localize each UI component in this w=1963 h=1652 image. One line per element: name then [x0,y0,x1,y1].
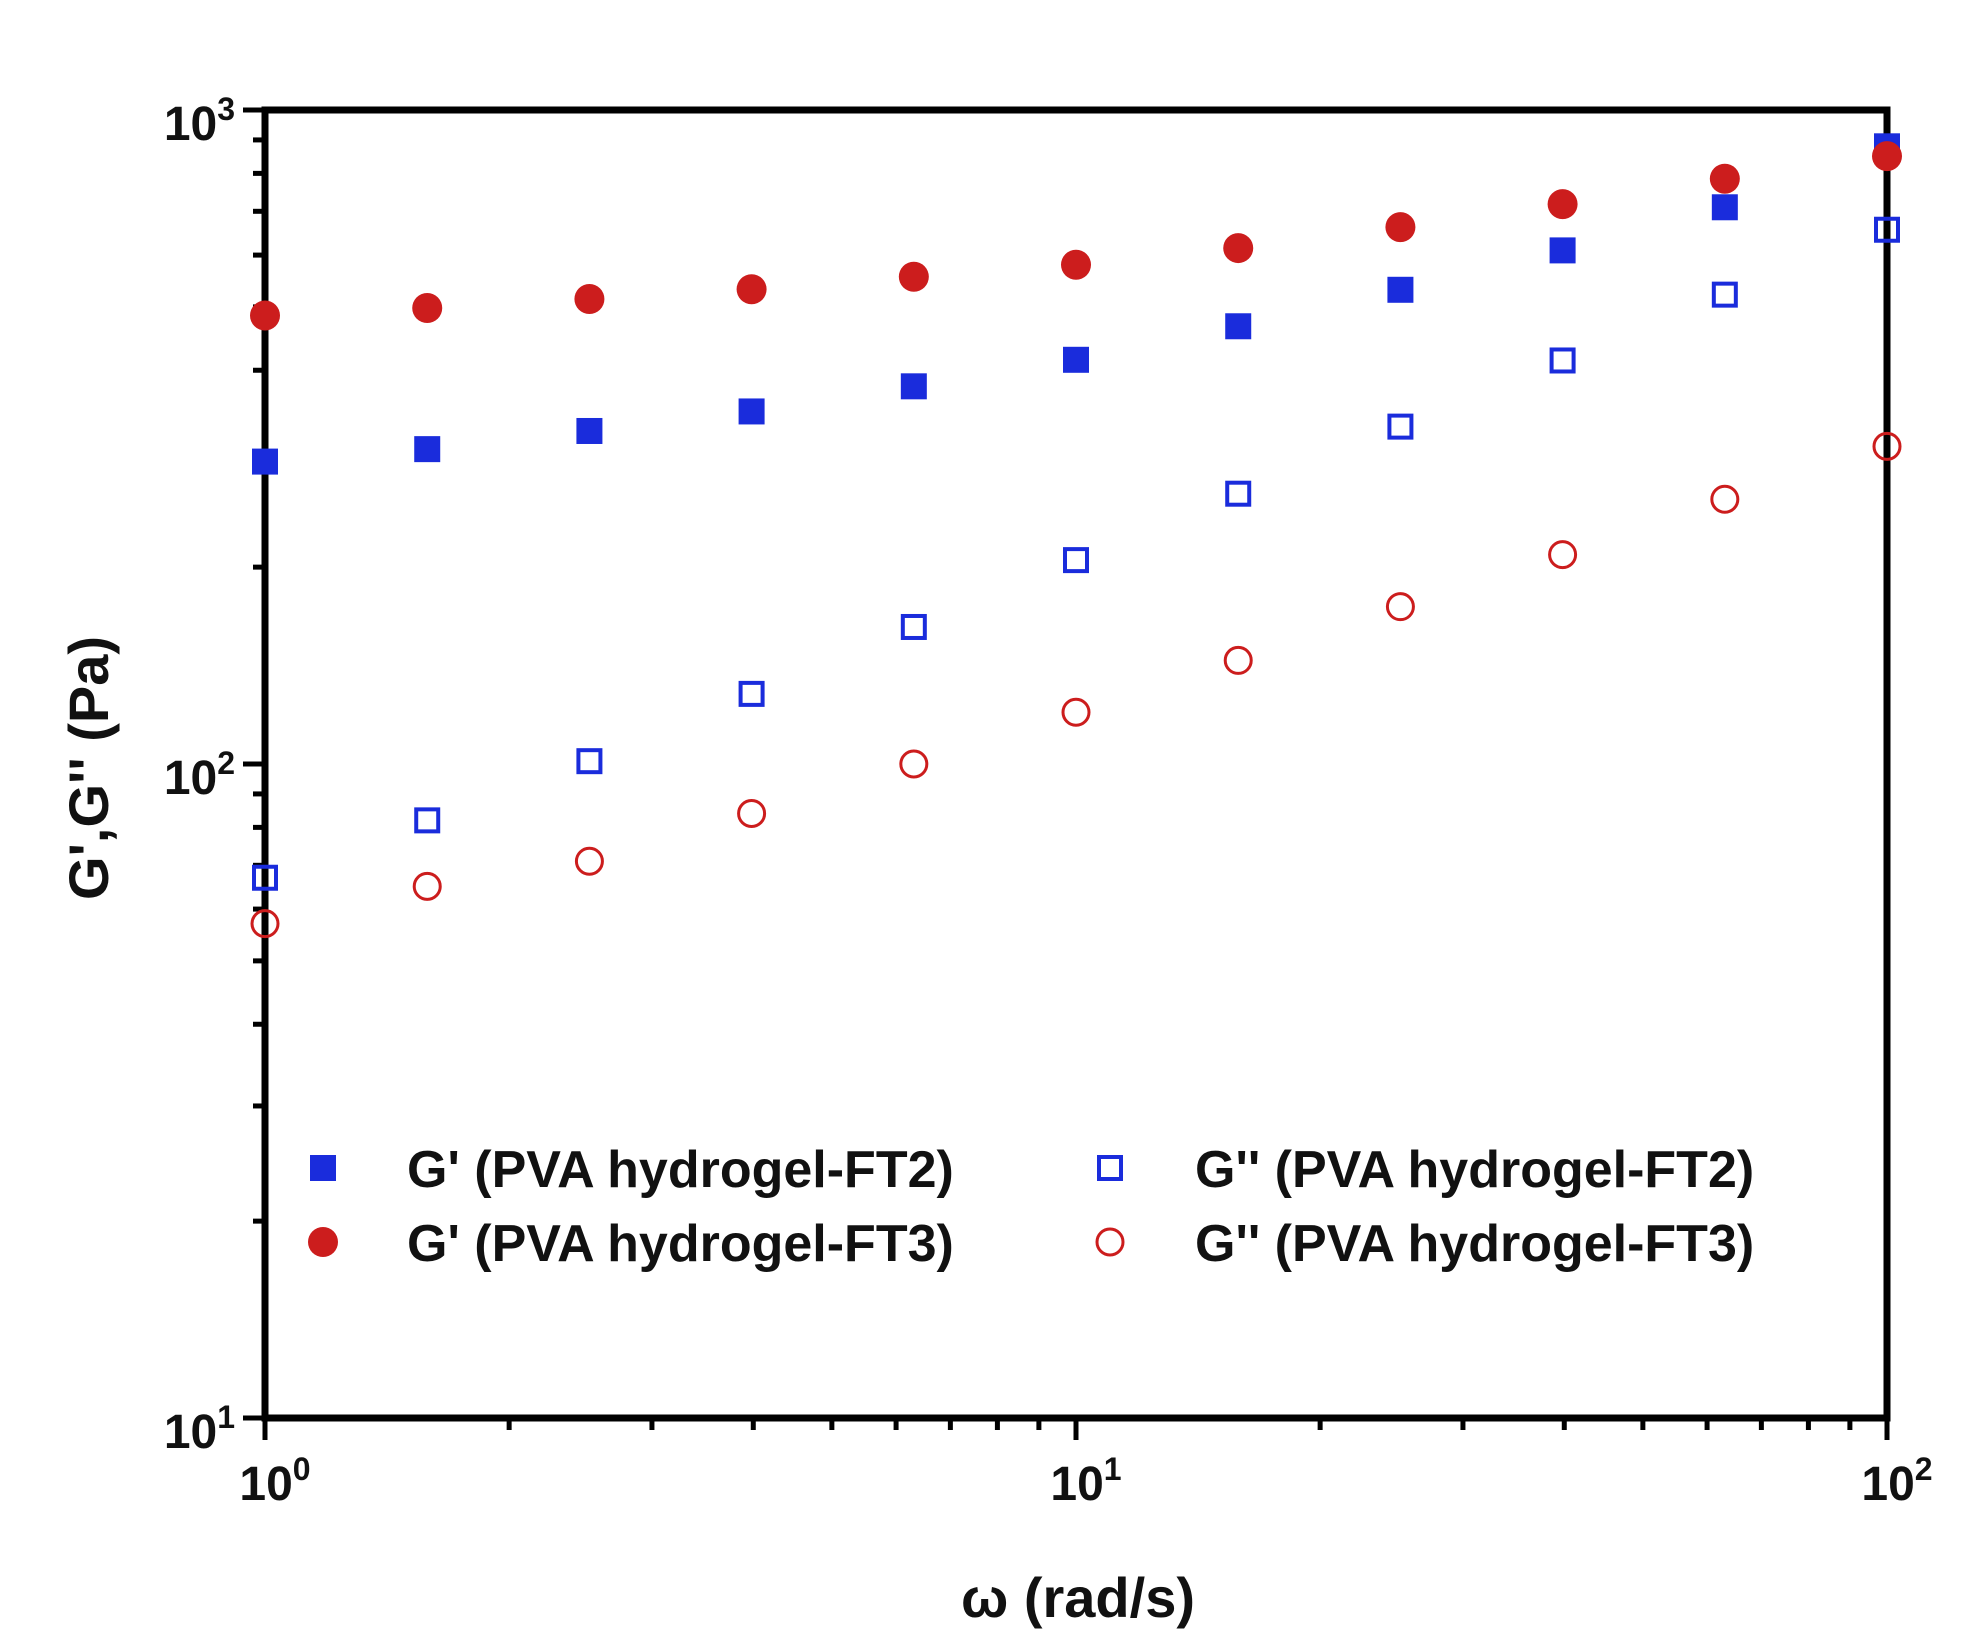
y-axis-label: G',G'' (Pa) [57,636,120,900]
data-point [898,261,929,292]
data-point [899,749,929,779]
legend-label: G' (PVA hydrogel-FT3) [407,1215,954,1273]
data-point [1385,592,1415,622]
data-point [1549,237,1576,264]
data-point [1872,431,1902,461]
data-point [1061,249,1091,280]
legend-label: G' (PVA hydrogel-FT2) [407,1141,954,1199]
data-point [1711,194,1738,221]
data-point [250,909,280,939]
y-tick-label: 102 [164,745,235,805]
data-point [1710,484,1740,514]
data-point [252,864,278,891]
data-point [1387,276,1414,303]
data-point [250,300,280,331]
x-axis-label: ω (rad/s) [961,1566,1195,1629]
legend-item: G'' (PVA hydrogel-FT2) [1097,1141,1754,1199]
data-point [900,613,927,640]
data-point [1548,540,1578,570]
x-tick-label: 102 [1861,1451,1932,1511]
legend-label: G'' (PVA hydrogel-FT3) [1195,1215,1754,1273]
data-point [574,284,605,315]
legend-item: G' (PVA hydrogel-FT2) [310,1141,954,1199]
data-point [576,417,603,444]
data-point [1225,313,1252,340]
data-point [1063,346,1089,373]
data-point [1223,645,1253,675]
legend-item: G'' (PVA hydrogel-FT3) [1095,1215,1754,1273]
data-point [736,274,767,305]
data-point [1063,547,1089,574]
data-point [738,680,765,707]
legend: G' (PVA hydrogel-FT2) G'' (PVA hydrogel-F… [308,1141,1754,1273]
data-point [1711,281,1738,308]
x-tick-label: 101 [1050,1451,1121,1511]
data-point [1223,233,1254,264]
data-point [576,748,603,775]
legend-marker [310,1155,336,1181]
data-point [737,799,767,829]
data-point [1547,189,1578,220]
data-points [250,133,1902,939]
data-point [414,436,441,463]
data-point [252,448,278,475]
data-point [900,373,927,400]
data-point [574,846,604,876]
data-point [1387,413,1414,440]
y-tick-label: 101 [164,1399,235,1459]
data-point [1385,212,1416,243]
legend-label: G'' (PVA hydrogel-FT2) [1195,1141,1754,1199]
legend-marker [1097,1155,1123,1181]
data-point [1549,347,1576,374]
data-point [1225,480,1252,507]
legend-marker [1095,1227,1125,1257]
data-point [1709,163,1740,194]
legend-item: G' (PVA hydrogel-FT3) [308,1215,954,1273]
data-point [1061,697,1091,727]
legend-marker [308,1227,338,1257]
x-tick-label: 100 [239,1451,310,1511]
data-point [412,293,443,324]
data-point [1872,141,1902,172]
y-tick-label: 103 [164,91,235,151]
data-point [1874,216,1900,243]
data-point [414,807,441,834]
data-point [738,398,765,425]
data-point [412,871,442,901]
